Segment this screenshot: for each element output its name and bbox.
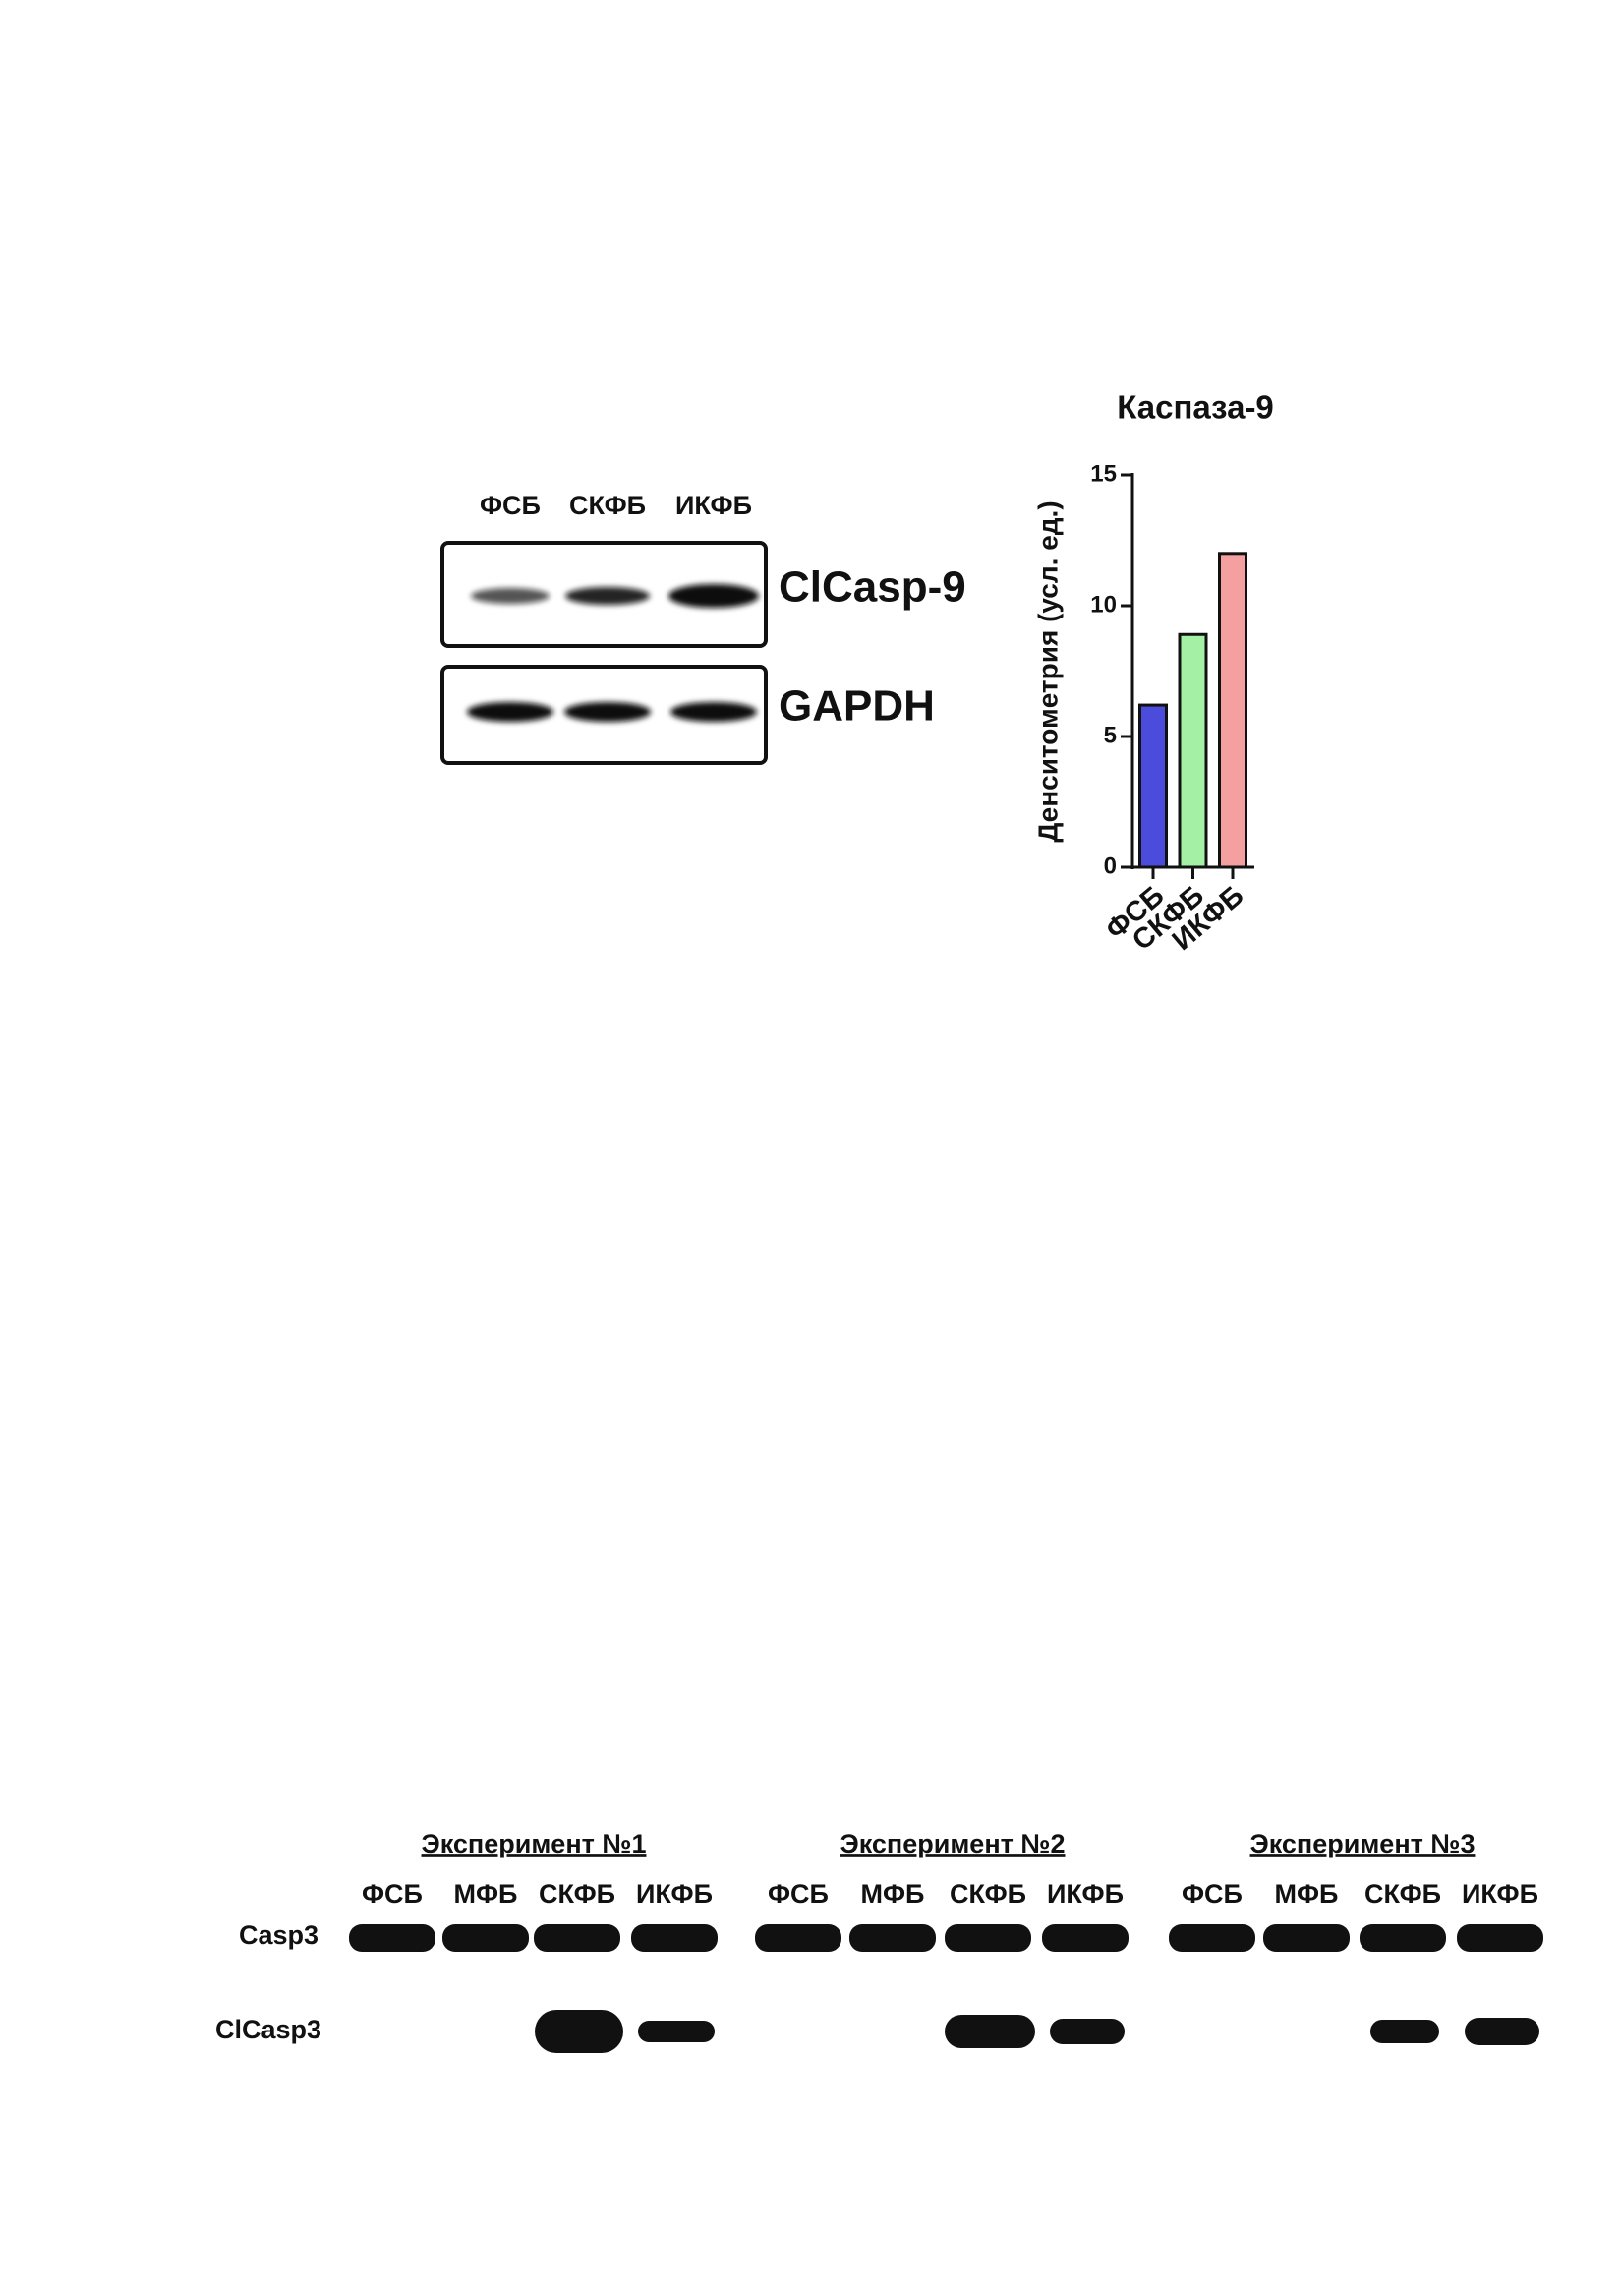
bar [1218, 552, 1247, 869]
band [1042, 1924, 1129, 1952]
band [1360, 1924, 1446, 1952]
band [945, 2015, 1035, 2048]
lane-label: ИКФБ [636, 1879, 713, 1909]
experiment-title: Эксперимент №3 [1250, 1829, 1476, 1858]
lane-label: СКФБ [1364, 1879, 1441, 1909]
lane-label: СКФБ [569, 491, 646, 520]
band [1050, 2019, 1125, 2044]
bar [1138, 703, 1168, 869]
band [849, 1924, 936, 1952]
lane-label: МФБ [1275, 1879, 1339, 1909]
y-tick-label: 10 [1090, 591, 1117, 618]
band [535, 2010, 623, 2053]
lane-label: СКФБ [539, 1879, 615, 1909]
lane-label: ИКФБ [1047, 1879, 1124, 1909]
band [349, 1924, 435, 1952]
bar [1178, 632, 1208, 869]
band [467, 702, 553, 722]
band [471, 588, 550, 604]
band [670, 702, 757, 722]
row-label: GAPDH [779, 682, 935, 731]
y-tick-label: 15 [1090, 460, 1117, 487]
lane-label: СКФБ [950, 1879, 1026, 1909]
band [565, 587, 650, 605]
band [1370, 2020, 1439, 2043]
y-axis-label: Денситометрия (усл. ед.) [1032, 500, 1063, 842]
band [534, 1924, 620, 1952]
band [1457, 1924, 1543, 1952]
lane-label: МФБ [861, 1879, 925, 1909]
lane-label: ФСБ [1182, 1879, 1243, 1909]
lane-label: ФСБ [480, 491, 541, 520]
row-label: ClCasp-9 [779, 563, 966, 612]
lane-label: ИКФБ [675, 491, 752, 520]
experiment-title: Эксперимент №1 [422, 1829, 647, 1858]
lane-label: МФБ [454, 1879, 518, 1909]
band [1169, 1924, 1255, 1952]
y-tick-label: 5 [1104, 722, 1117, 748]
band [1465, 2018, 1539, 2045]
y-tick-label: 0 [1104, 853, 1117, 879]
lane-label: ИКФБ [1462, 1879, 1538, 1909]
lane-label: ФСБ [768, 1879, 829, 1909]
band [631, 1924, 718, 1952]
band [442, 1924, 529, 1952]
row-label: Casp3 [239, 1920, 319, 1950]
band [668, 584, 759, 608]
band [564, 702, 651, 722]
row-label: ClCasp3 [215, 2015, 321, 2044]
band [638, 2021, 715, 2042]
band [1263, 1924, 1350, 1952]
chart-title: Каспаза-9 [1117, 389, 1274, 426]
lane-label: ФСБ [362, 1879, 423, 1909]
band [755, 1924, 841, 1952]
experiment-title: Эксперимент №2 [840, 1829, 1066, 1858]
band [945, 1924, 1031, 1952]
